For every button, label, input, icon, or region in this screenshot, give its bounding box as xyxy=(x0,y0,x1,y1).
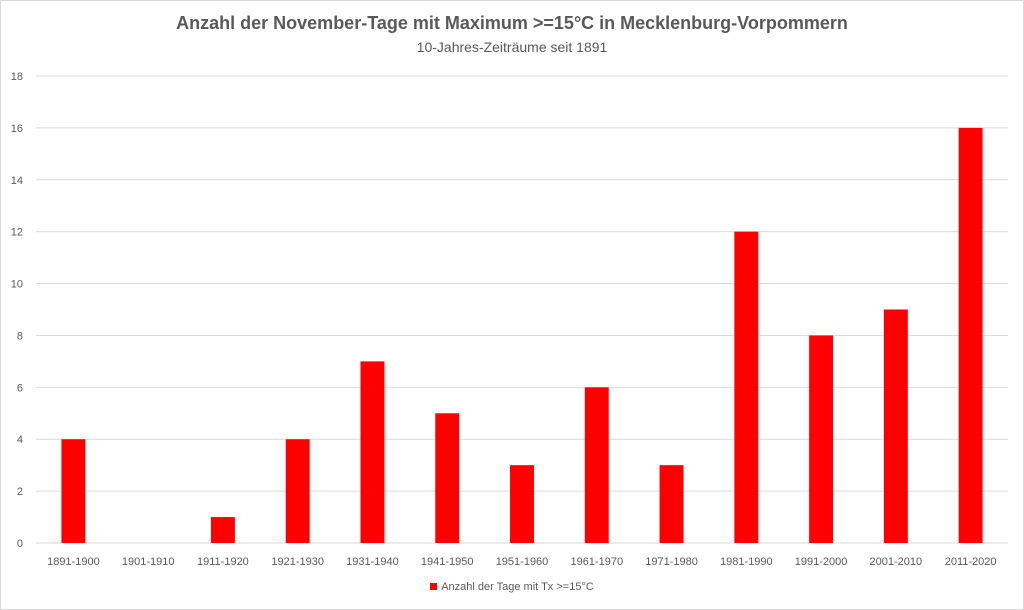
bar xyxy=(584,387,609,543)
x-tick-label: 1961-1970 xyxy=(570,556,623,568)
chart-title: Anzahl der November-Tage mit Maximum >=1… xyxy=(176,13,848,33)
bar xyxy=(510,465,534,543)
x-tick-label: 1971-1980 xyxy=(645,556,698,568)
bar xyxy=(659,465,684,543)
y-tick-label: 10 xyxy=(11,279,23,291)
bar xyxy=(435,413,460,543)
y-tick-label: 16 xyxy=(11,123,23,135)
bar xyxy=(360,361,385,543)
x-tick-label: 1931-1940 xyxy=(346,556,399,568)
y-tick-label: 14 xyxy=(11,175,23,187)
y-tick-label: 0 xyxy=(17,538,23,550)
y-tick-label: 6 xyxy=(17,382,23,394)
x-tick-label: 1941-1950 xyxy=(421,556,474,568)
bar xyxy=(809,335,834,543)
x-tick-label: 1901-1910 xyxy=(122,556,175,568)
x-tick-label: 1921-1930 xyxy=(271,556,324,568)
legend-label: Anzahl der Tage mit Tx >=15°C xyxy=(441,581,594,593)
x-tick-label: 2001-2010 xyxy=(870,556,923,568)
x-tick-label: 1991-2000 xyxy=(795,556,848,568)
bar xyxy=(734,231,759,543)
legend-swatch xyxy=(430,583,438,590)
chart-subtitle: 10-Jahres-Zeiträume seit 1891 xyxy=(416,39,608,55)
x-tick-label: 1981-1990 xyxy=(720,556,773,568)
bar xyxy=(285,439,310,543)
bar xyxy=(958,127,983,543)
y-tick-label: 8 xyxy=(17,330,23,342)
x-tick-label: 1891-1900 xyxy=(47,556,100,568)
x-tick-label: 2011-2020 xyxy=(945,556,997,568)
bar xyxy=(210,517,235,543)
bar xyxy=(883,309,908,543)
y-tick-label: 18 xyxy=(11,71,23,83)
y-tick-label: 4 xyxy=(17,434,23,446)
y-tick-label: 2 xyxy=(17,486,23,498)
x-tick-label: 1911-1920 xyxy=(197,556,249,568)
chart-legend: Anzahl der Tage mit Tx >=15°C xyxy=(1,581,1023,593)
bar xyxy=(61,439,86,543)
x-tick-label: 1951-1960 xyxy=(496,556,549,568)
y-tick-label: 12 xyxy=(11,227,23,239)
